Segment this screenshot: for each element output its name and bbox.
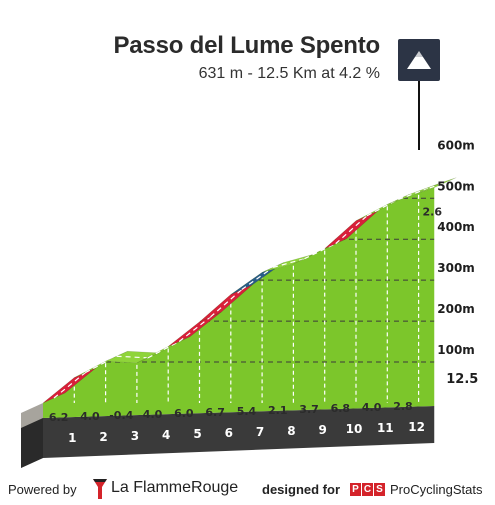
km-label-3: 3 xyxy=(131,429,139,443)
chart-title: Passo del Lume Spento xyxy=(113,32,380,59)
gradient-label-3: -0.4 xyxy=(109,409,133,422)
km-label-8: 8 xyxy=(287,424,295,438)
strip-centerline-7 xyxy=(241,266,274,290)
strip-centerline-12 xyxy=(398,187,430,200)
altitude-labels: 100m 200m 300m 400m 500m 600m xyxy=(437,138,475,357)
km-label-2: 2 xyxy=(99,430,107,444)
km-label-6: 6 xyxy=(225,426,233,440)
strip-centerline-5 xyxy=(178,316,211,342)
summit-badge xyxy=(398,39,440,81)
profile-lower-face xyxy=(43,403,435,418)
gradient-label-8: 2.1 xyxy=(268,404,288,417)
km-label-1: 1 xyxy=(68,431,76,445)
altitude-label-600m: 600m xyxy=(437,138,475,152)
strip-centerline-13 xyxy=(429,182,446,189)
altitude-label-300m: 300m xyxy=(437,261,475,275)
procyclingstats-link[interactable]: ProCyclingStats xyxy=(390,482,483,497)
km-label-10: 10 xyxy=(346,422,363,436)
strip-centerline-8 xyxy=(272,258,305,268)
km-label-12.5: 12.5 xyxy=(446,372,478,387)
gradient-label-7: 5.4 xyxy=(237,405,257,418)
strip-centerline-1 xyxy=(53,372,86,399)
pcs-logo: P C S xyxy=(350,483,385,496)
chart-subtitle: 631 m - 12.5 Km at 4.2 % xyxy=(198,65,380,82)
gradient-label-5: 6.0 xyxy=(174,407,194,420)
gradient-strips xyxy=(42,177,457,404)
strip-centerline-6 xyxy=(210,289,243,318)
altitude-label-400m: 400m xyxy=(437,220,475,234)
gradient-label-10: 6.8 xyxy=(331,402,351,415)
altitude-label-500m: 500m xyxy=(437,179,475,193)
km-dashed-lines xyxy=(73,194,420,403)
gradient-label-1: 6.2 xyxy=(49,411,69,424)
gradient-label-9: 3.7 xyxy=(299,403,319,416)
pcs-letter-p: P xyxy=(350,483,361,496)
climb-profile-chart: 6.2 4.0 -0.4 4.0 6.0 6.7 5.4 2.1 3.7 6.8 4.0 2.8 2.6… xyxy=(21,81,478,468)
profile-base xyxy=(21,403,435,468)
pcs-letter-s: S xyxy=(374,483,385,496)
designed-for-text: designed for xyxy=(262,482,341,497)
gradient-label-2: 4.0 xyxy=(80,410,100,423)
km-label-9: 9 xyxy=(319,423,327,437)
footer: Powered by La FlammeRouge designed for P… xyxy=(0,478,495,502)
gradient-label-13: 2.6 xyxy=(423,206,443,219)
la-flamme-rouge-brand[interactable]: La FlammeRouge xyxy=(111,479,239,496)
strip-centerline-4 xyxy=(147,340,180,359)
km-label-12: 12 xyxy=(408,420,425,434)
km-label-7: 7 xyxy=(256,425,264,439)
strip-centerline-9 xyxy=(304,243,336,260)
gradient-label-11: 4.0 xyxy=(362,401,382,414)
km-label-5: 5 xyxy=(193,427,201,441)
km-label-4: 4 xyxy=(162,428,170,442)
profile-base-side xyxy=(21,418,43,468)
gradient-label-6: 6.7 xyxy=(205,406,225,419)
altitude-label-200m: 200m xyxy=(437,302,475,316)
mountain-icon xyxy=(407,51,431,69)
powered-by-text: Powered by xyxy=(8,482,77,497)
gradient-label-4: 4.0 xyxy=(143,408,163,421)
km-label-11: 11 xyxy=(377,421,394,435)
gradient-label-12: 2.8 xyxy=(393,400,413,413)
altitude-label-100m: 100m xyxy=(437,343,475,357)
pcs-letter-c: C xyxy=(362,483,373,496)
strip-centerline-10 xyxy=(335,215,368,245)
profile-base-band xyxy=(43,406,435,458)
gradient-labels: 6.2 4.0 -0.4 4.0 6.0 6.7 5.4 2.1 3.7 6.8 4.0 2.8 2.6 xyxy=(49,206,442,424)
flamme-rouge-flag-icon xyxy=(93,479,107,499)
